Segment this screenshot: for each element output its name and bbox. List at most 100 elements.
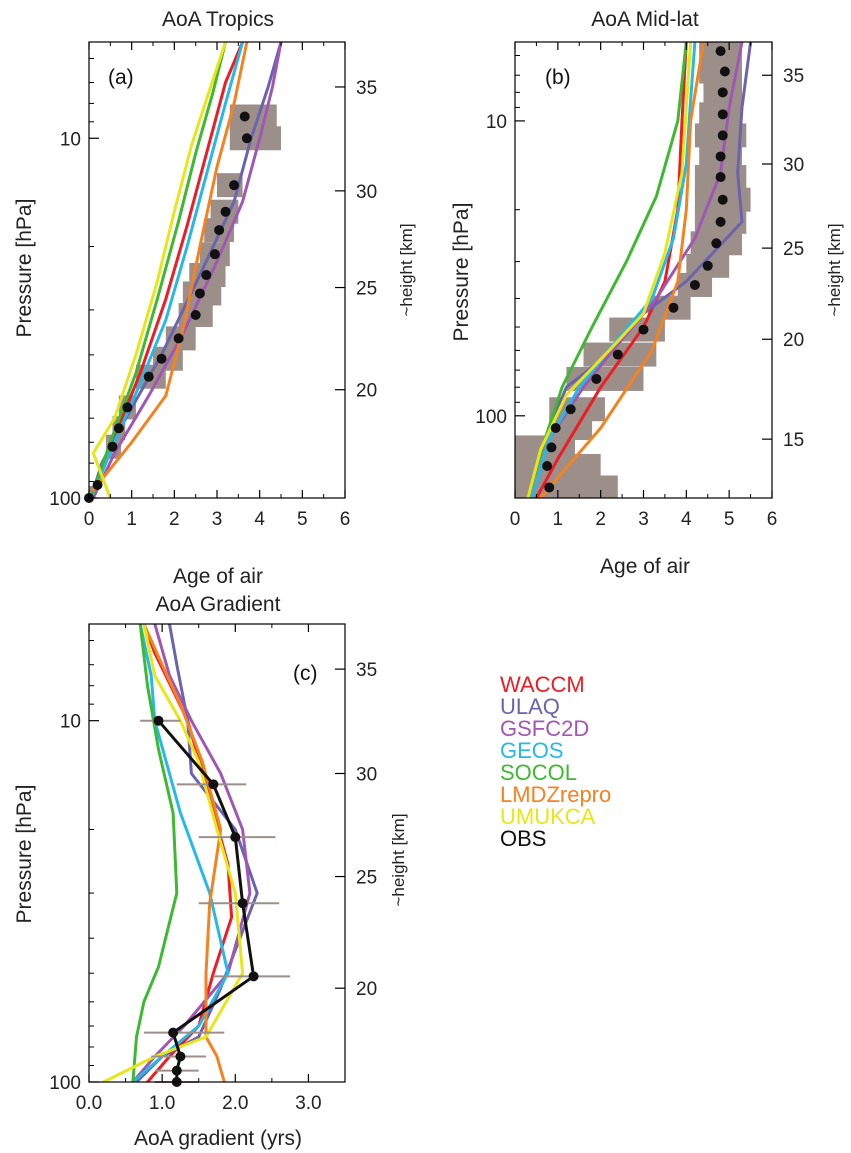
panel-c-y-tick-label: 10 [60,712,81,733]
panel-c-obs-point [237,898,248,909]
panel-c-x-tick-label: 3.0 [295,1093,321,1114]
panel-b-y-tick-label: 100 [475,407,507,428]
panel-c-x-tick-label: 1.0 [149,1093,175,1114]
panel-a-axis-ticks: 0 1 2 3 4 5 6 10 100 20 25 30 35 [49,42,377,530]
panel-c-line-ulaq [135,624,259,1082]
panel-c-obs-point [230,832,241,843]
panel-c-y-axis-label: Pressure [hPa] [13,785,36,924]
panel-a-obs-point [229,180,240,191]
panel-b-y2-tick-label: 20 [783,330,804,351]
panel-b-obs-point [542,461,553,472]
panel-b-obs-point [544,482,555,493]
panel-b-x-tick-label: 5 [724,509,735,530]
legend-item-lmdzrepro: LMDZrepro [500,782,611,807]
panel-a-x-tick-label: 5 [297,509,308,530]
panel-c-line-umukca [102,624,245,1082]
panel-a-obs-point [190,310,201,321]
panel-c-y2-axis-label: ~height [km] [389,813,408,906]
panel-a-y2-tick-label: 35 [356,78,377,99]
panel-a-y2-tick-label: 25 [356,279,377,300]
panel-a-line-gsfc2d [91,42,283,498]
panel-b-y2-tick-label: 35 [783,66,804,87]
panel-b-obs-point [711,238,722,249]
panel-a-obs-point [220,206,231,217]
panel-a-y-axis-label: Pressure [hPa] [13,199,36,338]
panel-b-line-lmdzrepro [539,42,705,498]
panel-a-obs-range-band [229,126,281,151]
panel-a-obs-point [122,402,133,413]
panel-a-obs-point [173,333,184,344]
panel-c-title: AoA Gradient [156,593,281,616]
panel-b-x-tick-label: 2 [595,509,606,530]
panel-c-y2-tick-label: 20 [356,979,377,1000]
panel-a-obs-point [107,441,118,452]
panel-c-y2-tick-label: 30 [356,764,377,785]
panel-b-x-tick-label: 4 [681,509,692,530]
panel-a-line-waccm [91,42,245,498]
panel-c-x-tick-label: 2.0 [222,1093,248,1114]
panel-c-line-socol [131,624,179,1082]
panel-b-y2-axis-label: ~height [km] [825,223,844,316]
panel-a-x-tick-label: 1 [126,509,137,530]
panel-a-obs-point [156,353,167,364]
panel-aoa-tropics: AoA Tropics 0 1 2 3 4 5 6 10 100 20 25 30 35 (a) Age… [13,8,416,588]
panel-b-obs-point [668,302,679,313]
panel-c-obs-point [168,1027,179,1038]
panel-c-obs-point [175,1051,186,1062]
panel-b-obs-point [717,109,728,120]
panel-a-x-tick-label: 4 [254,509,265,530]
panel-b-obs-point [638,324,649,335]
panel-c-y2-tick-label: 35 [356,660,377,681]
panel-b-obs-point [715,216,726,227]
panel-b-y2-tick-label: 30 [783,155,804,176]
panel-c-obs-points [153,715,259,1087]
panel-c-obs-point [208,779,219,790]
panel-b-label: (b) [545,66,571,89]
panel-c-series-lines [102,624,259,1082]
panel-c-line-gsfc2d [131,624,252,1082]
panel-aoa-midlat: AoA Mid-lat 0 1 2 3 4 5 6 10 100 15 20 25 30 35 (b) A… [450,8,844,578]
panel-c-x-axis-label: AoA gradient (yrs) [134,1127,302,1150]
panel-a-x-tick-label: 2 [169,509,180,530]
panel-a-obs-point [239,111,250,122]
panel-b-axis-ticks: 0 1 2 3 4 5 6 10 100 15 20 25 30 35 [475,42,804,530]
panel-c-obs-point [248,971,259,982]
panel-b-obs-point [612,349,623,360]
panel-b-obs-point [546,442,557,453]
panel-b-y2-tick-label: 15 [783,430,804,451]
panel-a-obs-point [92,479,103,490]
panel-a-obs-point [113,423,124,434]
panel-b-x-tick-label: 6 [767,509,778,530]
panel-b-obs-point [717,130,728,141]
panel-c-axis-ticks: 0.0 1.0 2.0 3.0 10 100 20 25 30 35 [49,624,377,1114]
panel-a-obs-point [214,225,225,236]
panel-b-x-tick-label: 3 [638,509,649,530]
panel-a-obs-point [143,371,154,382]
panel-b-series-lines [526,42,753,498]
panel-a-y2-tick-label: 20 [356,381,377,402]
panel-a-y2-axis-label: ~height [km] [397,223,416,316]
panel-a-line-umukca [91,42,227,498]
panel-b-obs-point [565,404,576,415]
panel-a-obs-point [209,249,220,260]
panel-a-x-tick-label: 3 [212,509,223,530]
panel-b-y-axis-label: Pressure [hPa] [450,203,473,342]
panel-b-y2-tick-label: 25 [783,239,804,260]
panel-b-obs-point [719,66,730,77]
panel-b-x-tick-label: 1 [553,509,564,530]
panel-a-x-tick-label: 6 [340,509,351,530]
panel-b-obs-point [702,260,713,271]
panel-b-obs-point [550,423,561,434]
legend-item-waccm: WACCM [500,672,585,697]
panel-a-obs-point [241,133,252,144]
panel-b-x-axis-label: Age of air [600,555,690,578]
panel-b-obs-point [715,172,726,183]
panel-c-line-lmdzrepro [142,624,226,1082]
panel-a-y-tick-label: 100 [49,489,81,510]
panel-aoa-gradient: AoA Gradient 0.0 1.0 2.0 3.0 10 100 20 25 30 35 (… [13,593,408,1150]
panel-b-y-tick-label: 10 [486,112,507,133]
panel-b-x-tick-label: 0 [510,509,521,530]
panel-b-obs-points [542,46,730,493]
panel-c-obs-point [153,715,164,726]
